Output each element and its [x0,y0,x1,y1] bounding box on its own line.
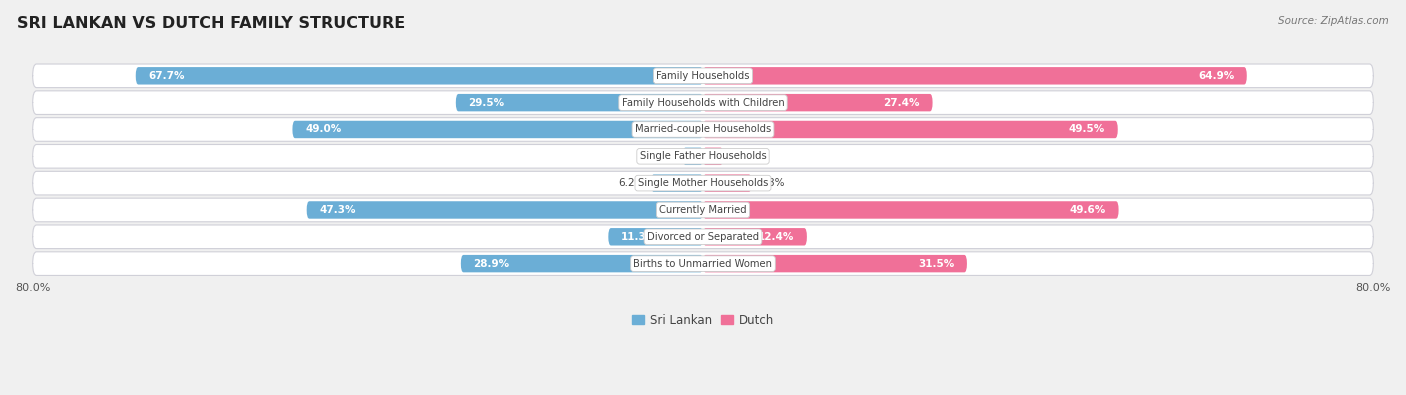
FancyBboxPatch shape [32,118,1374,141]
FancyBboxPatch shape [32,252,1374,275]
FancyBboxPatch shape [32,64,1374,88]
Text: Currently Married: Currently Married [659,205,747,215]
FancyBboxPatch shape [703,255,967,272]
Text: Married-couple Households: Married-couple Households [636,124,770,134]
Text: Family Households: Family Households [657,71,749,81]
FancyBboxPatch shape [683,148,703,165]
FancyBboxPatch shape [703,121,1118,138]
Text: 11.3%: 11.3% [621,232,657,242]
FancyBboxPatch shape [703,94,932,111]
Text: 28.9%: 28.9% [474,259,509,269]
Text: SRI LANKAN VS DUTCH FAMILY STRUCTURE: SRI LANKAN VS DUTCH FAMILY STRUCTURE [17,16,405,31]
FancyBboxPatch shape [32,225,1374,248]
Text: Divorced or Separated: Divorced or Separated [647,232,759,242]
Text: 29.5%: 29.5% [468,98,505,108]
FancyBboxPatch shape [651,175,703,192]
Text: 49.5%: 49.5% [1069,124,1105,134]
FancyBboxPatch shape [703,67,1247,85]
Text: Single Mother Households: Single Mother Households [638,178,768,188]
Text: 49.0%: 49.0% [305,124,342,134]
Text: 47.3%: 47.3% [319,205,356,215]
Legend: Sri Lankan, Dutch: Sri Lankan, Dutch [627,309,779,331]
FancyBboxPatch shape [703,148,723,165]
Text: Births to Unmarried Women: Births to Unmarried Women [634,259,772,269]
Text: 2.4%: 2.4% [730,151,756,161]
FancyBboxPatch shape [609,228,703,246]
Text: 6.2%: 6.2% [617,178,644,188]
FancyBboxPatch shape [32,145,1374,168]
FancyBboxPatch shape [703,228,807,246]
FancyBboxPatch shape [32,171,1374,195]
FancyBboxPatch shape [703,201,1119,219]
FancyBboxPatch shape [136,67,703,85]
FancyBboxPatch shape [461,255,703,272]
Text: 64.9%: 64.9% [1198,71,1234,81]
Text: 31.5%: 31.5% [918,259,955,269]
Text: 12.4%: 12.4% [758,232,794,242]
Text: 2.4%: 2.4% [650,151,676,161]
Text: Source: ZipAtlas.com: Source: ZipAtlas.com [1278,16,1389,26]
FancyBboxPatch shape [32,91,1374,115]
FancyBboxPatch shape [32,198,1374,222]
Text: 5.8%: 5.8% [758,178,785,188]
Text: Single Father Households: Single Father Households [640,151,766,161]
Text: 49.6%: 49.6% [1070,205,1107,215]
FancyBboxPatch shape [456,94,703,111]
FancyBboxPatch shape [703,175,752,192]
Text: 27.4%: 27.4% [883,98,920,108]
Text: 67.7%: 67.7% [148,71,184,81]
FancyBboxPatch shape [292,121,703,138]
FancyBboxPatch shape [307,201,703,219]
Text: Family Households with Children: Family Households with Children [621,98,785,108]
